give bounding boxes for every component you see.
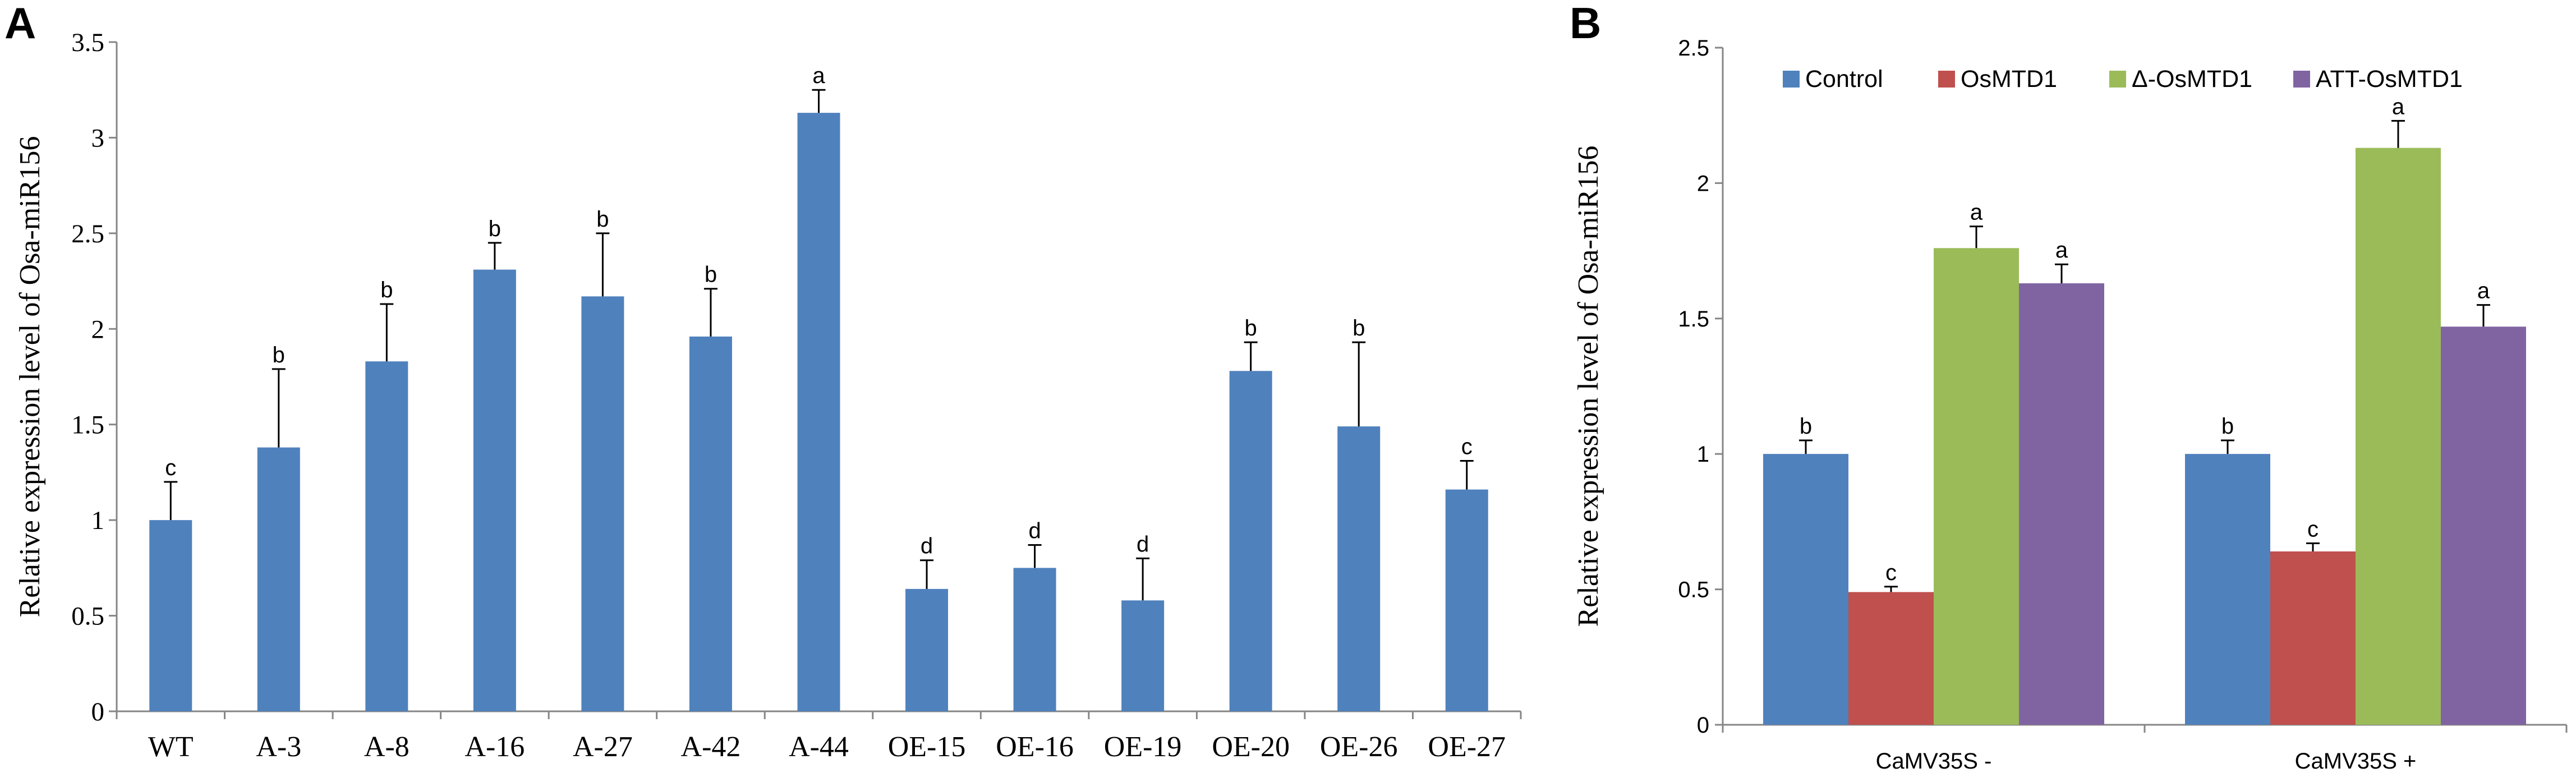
legend-swatch xyxy=(1783,71,1800,88)
legend-label: ATT-OsMTD1 xyxy=(2316,66,2463,93)
bar xyxy=(2441,326,2526,725)
y-tick-label: 1 xyxy=(1697,442,1709,467)
x-tick-label: A-16 xyxy=(464,731,525,763)
panel-b-letter: B xyxy=(1570,0,1601,48)
x-tick-label: A-8 xyxy=(364,731,410,763)
y-tick-label: 0 xyxy=(91,697,105,726)
bar xyxy=(1121,600,1165,711)
x-tick-label: OE-19 xyxy=(1104,731,1182,763)
y-axis-title: Relative expression level of Osa-miR156 xyxy=(1572,146,1604,627)
y-tick-label: 0 xyxy=(1697,713,1709,738)
y-tick-label: 2.5 xyxy=(71,219,104,249)
significance-label: b xyxy=(1800,414,1812,439)
bar xyxy=(689,336,732,711)
legend-swatch xyxy=(2293,71,2310,88)
bar xyxy=(1445,489,1488,711)
y-tick-label: 3 xyxy=(91,123,105,153)
bar xyxy=(797,113,840,711)
y-tick-label: 0.5 xyxy=(71,602,104,631)
bar xyxy=(365,361,408,711)
significance-label: c xyxy=(165,456,176,480)
panel-a-letter: A xyxy=(4,0,36,48)
y-tick-label: 2.5 xyxy=(1678,36,1709,61)
significance-label: c xyxy=(1461,434,1473,459)
bar xyxy=(1337,426,1381,711)
legend-swatch xyxy=(1938,71,1955,88)
significance-label: d xyxy=(1137,532,1149,556)
significance-label: a xyxy=(2477,279,2490,303)
x-tick-label: OE-27 xyxy=(1428,731,1506,763)
bar xyxy=(1934,248,2019,725)
x-tick-label: OE-26 xyxy=(1320,731,1398,763)
chart-b: 0 0.5 1 1.5 2 2.5 b c a a CaMV35S - b c a a CaMV35S + Re… xyxy=(1572,36,2568,774)
bar xyxy=(2270,551,2356,725)
bar xyxy=(2185,454,2270,725)
bar xyxy=(905,588,949,711)
bar xyxy=(1013,568,1056,711)
y-tick-label: 1.5 xyxy=(1678,307,1709,332)
bar xyxy=(2019,283,2104,725)
significance-label: b xyxy=(273,343,285,367)
significance-label: b xyxy=(596,207,609,232)
bar xyxy=(257,447,300,711)
significance-label: d xyxy=(921,534,933,559)
significance-label: a xyxy=(2055,238,2068,263)
x-tick-label: A-42 xyxy=(681,731,741,763)
significance-label: b xyxy=(2221,414,2234,439)
x-tick-label: A-3 xyxy=(256,731,301,763)
x-tick-label: A-27 xyxy=(573,731,633,763)
significance-label: a xyxy=(1970,200,1983,225)
legend-swatch xyxy=(2109,71,2126,88)
x-tick-label: OE-16 xyxy=(996,731,1074,763)
bar xyxy=(2356,148,2441,725)
x-tick-label: WT xyxy=(148,731,194,763)
significance-label: b xyxy=(380,278,393,302)
y-tick-label: 3.5 xyxy=(71,28,104,57)
bar xyxy=(473,269,516,711)
significance-label: b xyxy=(489,217,501,241)
bar xyxy=(1763,454,1848,725)
y-tick-label: 2 xyxy=(91,315,105,344)
significance-label: c xyxy=(1885,560,1897,585)
x-tick-label: CaMV35S + xyxy=(2295,749,2417,774)
x-tick-label: OE-20 xyxy=(1212,731,1290,763)
significance-label: a xyxy=(2392,94,2405,119)
x-tick-label: CaMV35S - xyxy=(1876,749,1992,774)
y-axis-title: Relative expression level of Osa-miR156 xyxy=(14,136,46,618)
significance-label: c xyxy=(2307,517,2319,542)
y-tick-label: 0.5 xyxy=(1678,578,1709,602)
bar xyxy=(1848,592,1934,725)
bar xyxy=(149,520,192,711)
significance-label: d xyxy=(1028,518,1041,543)
significance-label: b xyxy=(705,263,717,287)
significance-label: b xyxy=(1245,316,1257,341)
legend-label: Δ-OsMTD1 xyxy=(2132,66,2252,93)
significance-label: a xyxy=(812,63,825,88)
x-tick-label: OE-15 xyxy=(888,731,966,763)
legend-label: OsMTD1 xyxy=(1961,66,2057,93)
y-tick-label: 1.5 xyxy=(71,411,104,440)
bar xyxy=(1229,371,1272,711)
x-tick-label: A-44 xyxy=(789,731,849,763)
legend-label: Control xyxy=(1805,66,1883,93)
y-tick-label: 2 xyxy=(1697,171,1709,196)
significance-label: b xyxy=(1353,316,1365,341)
y-tick-label: 1 xyxy=(91,506,105,535)
chart-a: 0 0.5 1 1.5 2 2.5 3 3.5 c WT b A-3 b A-8 b A-16 b A-27 b A-… xyxy=(14,28,1522,763)
bar xyxy=(581,296,624,711)
